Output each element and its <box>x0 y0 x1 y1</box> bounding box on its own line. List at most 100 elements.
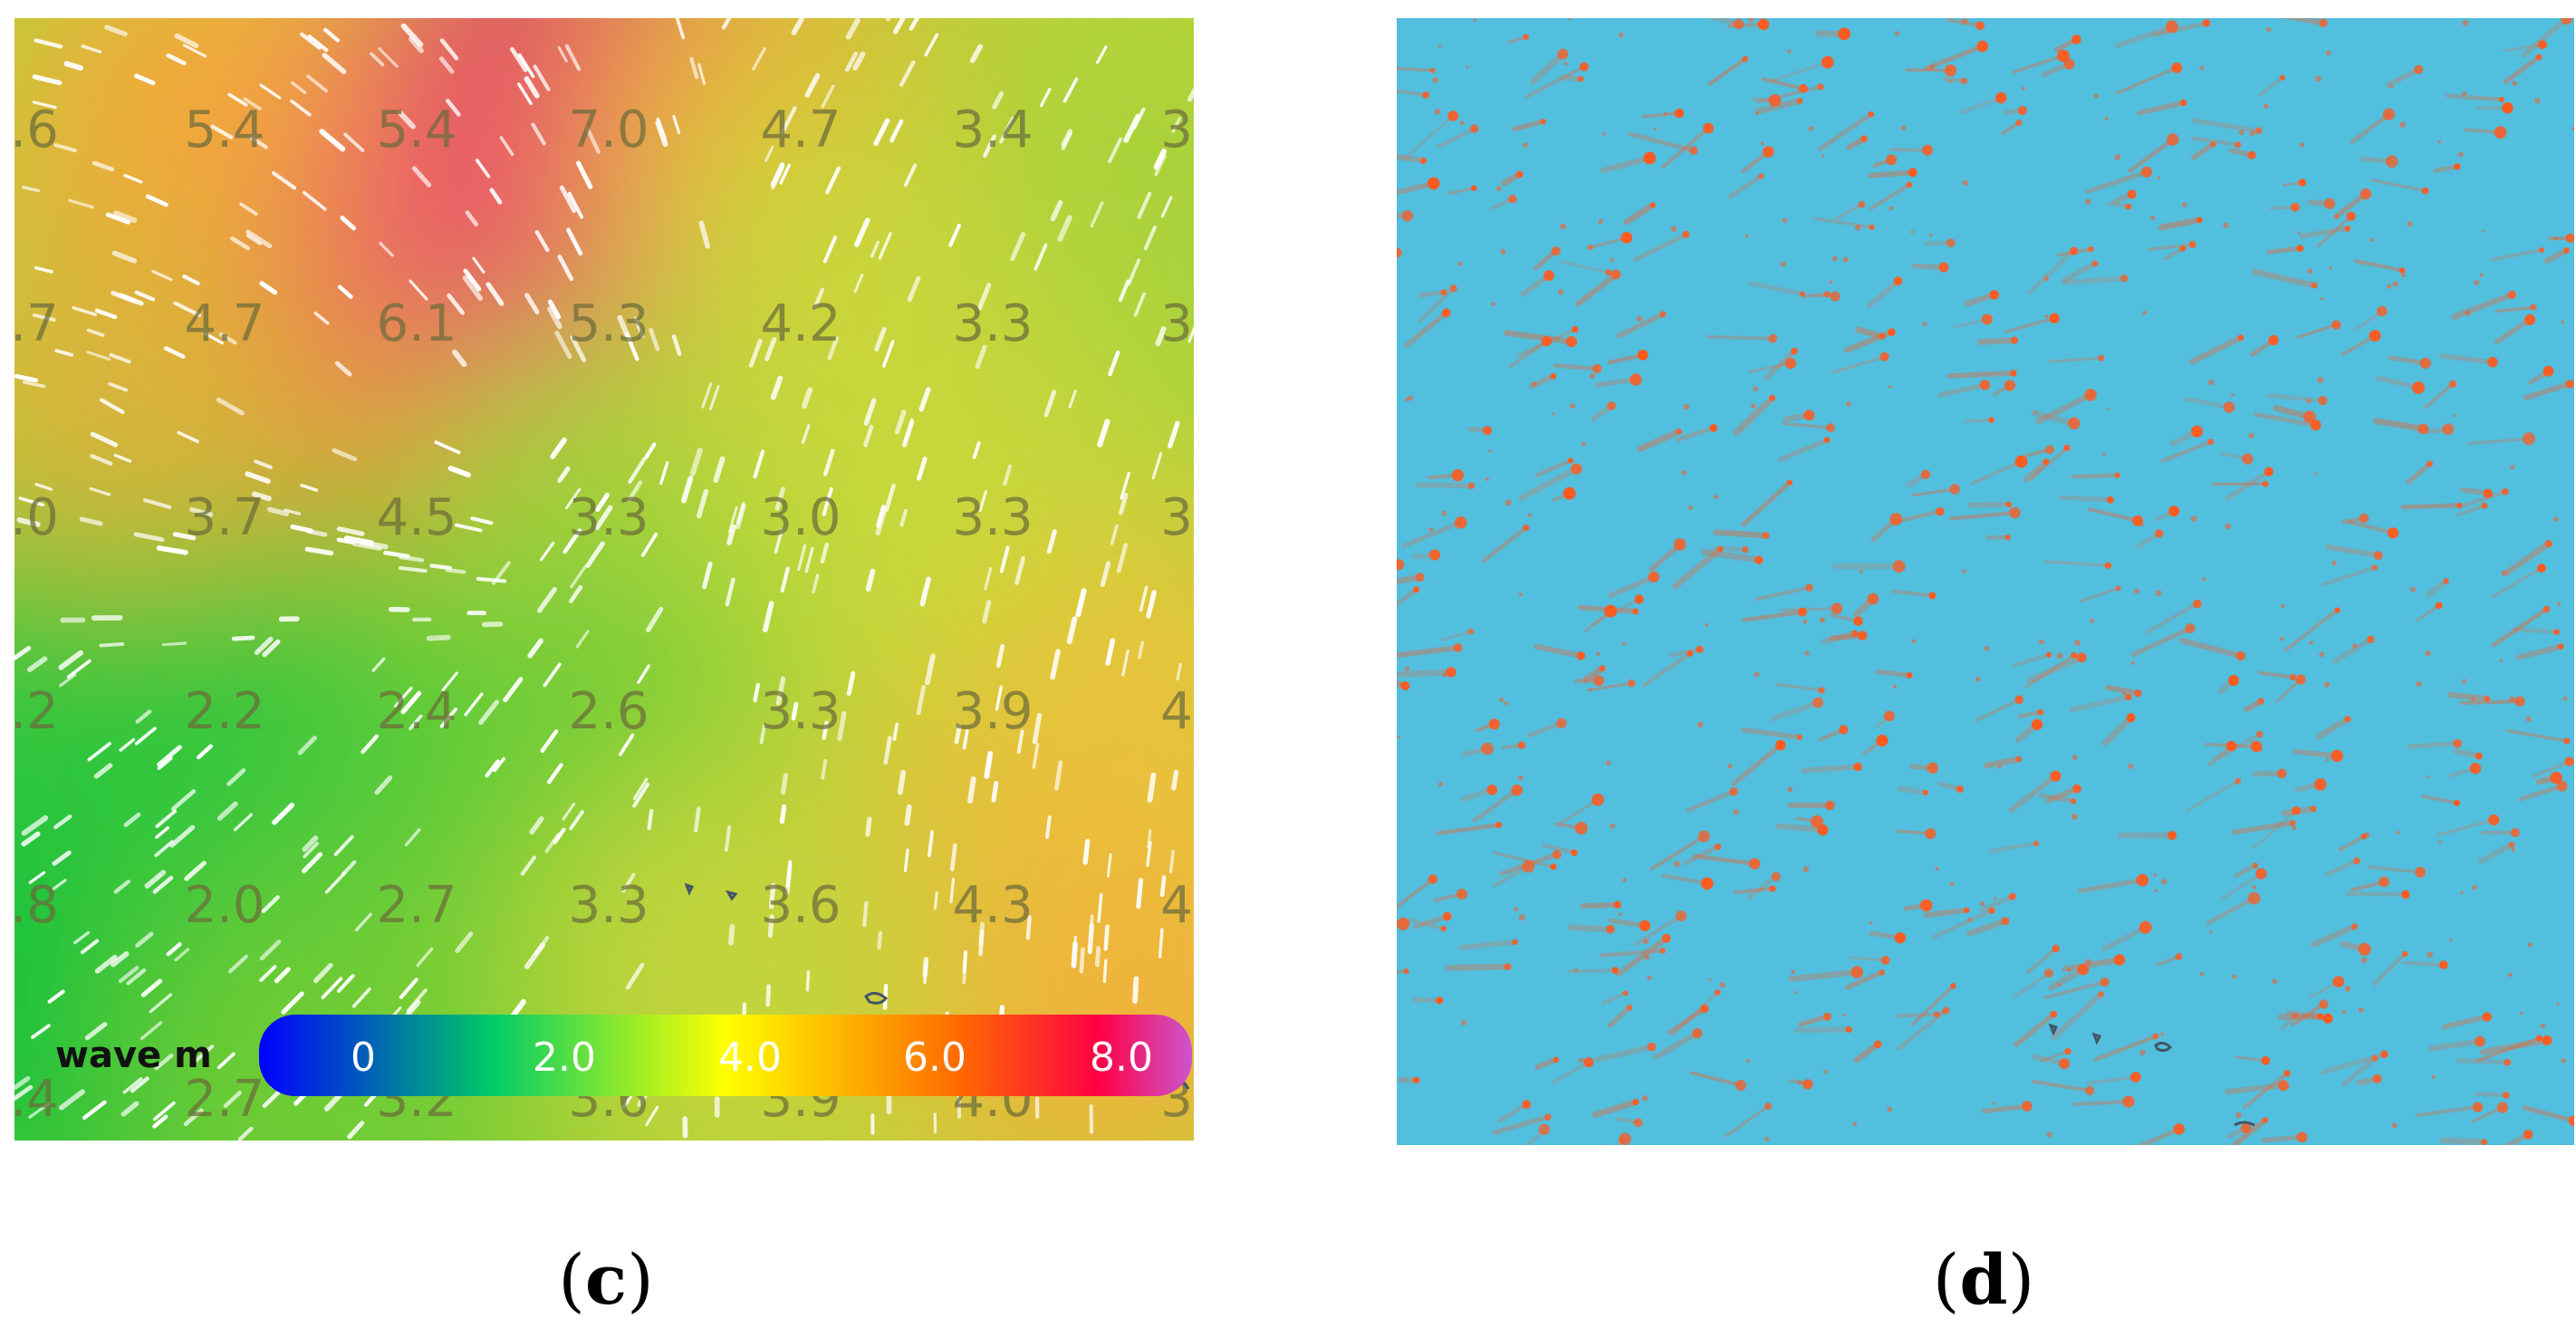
particle-head <box>2319 18 2328 28</box>
particle-head <box>1762 532 1770 540</box>
particle-head <box>2295 674 2306 685</box>
particle-head <box>1946 238 1956 247</box>
particle-head <box>2130 1072 2141 1083</box>
particle-head <box>1620 232 1633 244</box>
particle-head <box>2296 1131 2308 1143</box>
particle-dot <box>1787 49 1792 53</box>
particle-tail <box>2296 322 2339 340</box>
particle-tail <box>1481 525 1529 563</box>
particle-tail <box>2428 1038 2484 1052</box>
particle-dot <box>1804 650 1810 656</box>
legend-label: wave m <box>55 1035 212 1076</box>
particle-head <box>2563 737 2571 745</box>
particle-head <box>2498 96 2504 102</box>
particle-head <box>2072 784 2081 794</box>
particle-head <box>2064 1048 2071 1055</box>
particle-head <box>1591 793 1604 806</box>
particle-head <box>1873 1040 1882 1049</box>
particle-head <box>2063 58 2075 70</box>
particle-tail <box>2101 714 2134 746</box>
panel-letter-d: d <box>1959 1239 2008 1320</box>
particle-tail <box>1397 587 1419 608</box>
particle-tail <box>2315 716 2351 740</box>
particle-head <box>2310 805 2317 813</box>
particle-tail <box>2062 261 2099 284</box>
particle-head <box>2264 467 2273 476</box>
particle-tail <box>1748 361 1793 373</box>
particle-dot <box>2407 221 2413 227</box>
particle-head <box>1467 482 1475 489</box>
particle-head <box>1950 983 1956 989</box>
particle-dot <box>1441 510 1447 516</box>
particle-dot <box>1598 218 1603 225</box>
particle-head <box>2472 1102 2484 1112</box>
particle-head <box>2022 1101 2033 1112</box>
particle-head <box>1927 762 1938 775</box>
particle-head <box>2417 423 2429 435</box>
particle-head <box>1633 1118 1643 1128</box>
particle-head <box>2122 1095 2135 1108</box>
particle-tail <box>1616 312 1666 339</box>
particle-head <box>2049 313 2060 323</box>
particle-dot <box>2553 236 2559 241</box>
particle-head <box>1552 850 1562 860</box>
particle-head <box>2542 1035 2552 1045</box>
particle-head <box>2484 696 2491 702</box>
particle-head <box>1632 1099 1639 1106</box>
particle-head <box>1504 963 1512 970</box>
grid-value-label: 2.2 <box>184 682 264 741</box>
particle-head <box>1422 91 1429 99</box>
particle-head <box>2256 730 2264 738</box>
particle-tail <box>1599 948 1666 958</box>
particle-dot <box>1563 62 1568 66</box>
particle-head <box>2043 458 2050 466</box>
particle-tail <box>2077 877 2145 893</box>
particle-head <box>2045 445 2054 455</box>
particle-head <box>1397 247 1402 258</box>
particle-dot <box>1900 125 1907 130</box>
particle-tail <box>1407 918 1446 931</box>
particle-head <box>1427 177 1440 190</box>
particle-head <box>1906 672 1913 679</box>
particle-tail <box>1397 969 1408 974</box>
particle-dot <box>1892 684 1898 689</box>
particle-tail <box>1756 84 1822 104</box>
particle-dot <box>2438 841 2442 844</box>
particle-tail <box>2206 896 2256 925</box>
particle-head <box>1817 824 1829 836</box>
particle-head <box>2250 740 2263 753</box>
particle-dot <box>1895 31 1900 36</box>
particle-tail <box>1509 339 1549 369</box>
particle-tail <box>1741 610 1805 622</box>
particle-tail <box>2401 960 2446 967</box>
island-outline <box>2048 1023 2255 1127</box>
particle-tail <box>1774 823 1826 833</box>
particle-head <box>1879 351 1889 361</box>
particle-head <box>2033 841 2039 847</box>
particle-head <box>2314 778 2327 791</box>
particle-dot <box>2326 50 2331 56</box>
particle-head <box>2481 1139 2487 1145</box>
particle-tail <box>1761 77 1806 91</box>
particle-head <box>2290 202 2300 212</box>
particle-head <box>2360 188 2372 200</box>
particle-tail <box>1397 645 1461 658</box>
particle-tail <box>2051 991 2104 1041</box>
particle-head <box>2050 770 2062 782</box>
particle-dot <box>1504 499 1512 506</box>
particle-tail <box>2332 191 2369 220</box>
particle-head <box>1822 1012 1832 1021</box>
particle-head <box>1892 560 1906 573</box>
particle-head <box>2113 954 2126 966</box>
particle-head <box>2439 960 2448 969</box>
particle-head <box>2001 917 2010 926</box>
particle-dot <box>1910 230 1914 234</box>
particle-head <box>2070 798 2077 804</box>
particle-tail <box>1793 1026 1852 1034</box>
particle-head <box>1639 919 1651 931</box>
particle-head <box>2443 578 2449 584</box>
particle-head <box>1607 401 1616 410</box>
particle-head <box>2068 417 2081 430</box>
particle-tail <box>1910 487 1956 497</box>
particle-head <box>2077 964 2090 976</box>
